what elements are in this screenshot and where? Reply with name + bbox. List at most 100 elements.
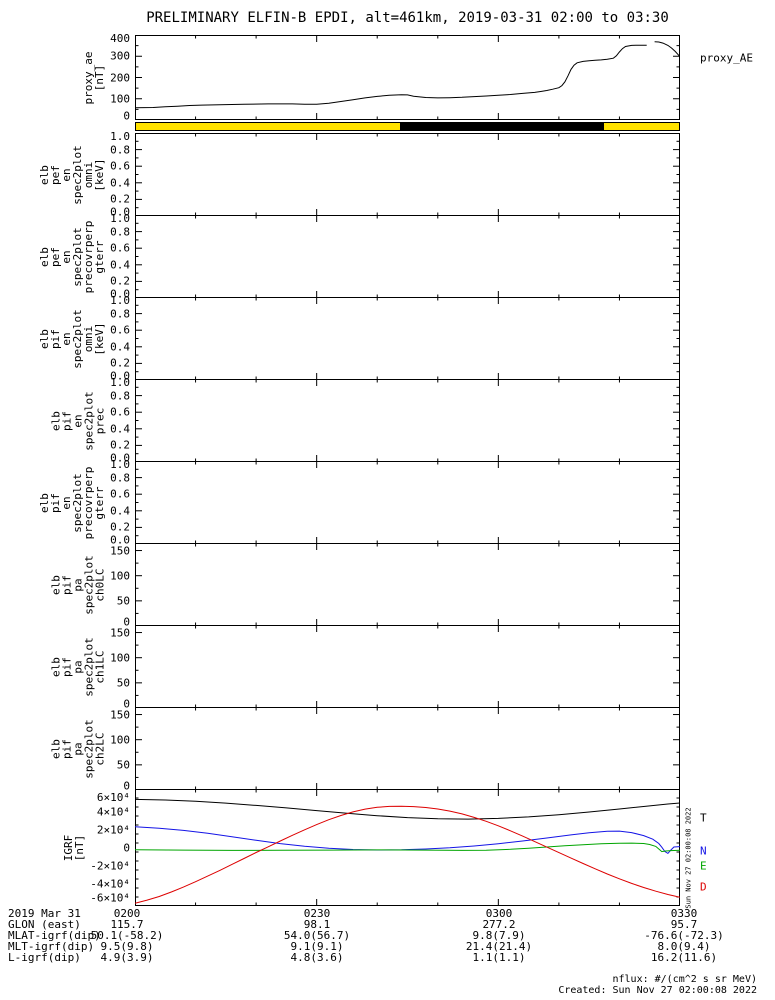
y-tick-label: 0.6 xyxy=(110,405,130,419)
row-value: 0300 xyxy=(485,907,513,920)
y-tick-label: 1.0 xyxy=(110,211,130,225)
y-tick-label: 0.4 xyxy=(110,176,130,190)
y-tick-label: 0.2 xyxy=(110,192,130,206)
trace-label-D: D xyxy=(700,880,707,894)
y-axis-label: IGRF [nT] xyxy=(62,834,87,861)
y-axis-label: elb pif pa spec2plot ch2LC xyxy=(49,718,107,779)
y-tick-label: 50 xyxy=(116,676,130,690)
panel-canvas-proxy-ae xyxy=(135,35,680,120)
panel-elb-pif-pa-ch2LC: elb pif pa spec2plot ch2LC 0 50 100 150 xyxy=(49,707,680,792)
y-tick-label: 0.8 xyxy=(110,307,130,321)
y-tick-label: 400 xyxy=(110,31,130,45)
y-axis-label: elb pif pa spec2plot ch0LC xyxy=(49,554,107,615)
y-tick-label: 0.2 xyxy=(110,274,130,288)
trace-proxy_AE xyxy=(135,44,647,109)
y-tick-label: 4×10⁴ xyxy=(96,805,130,818)
y-tick-label: 1.0 xyxy=(110,375,130,389)
row-value: 8.0(9.4) xyxy=(657,940,711,953)
trace-E xyxy=(135,842,680,853)
y-tick-label: 0 xyxy=(123,109,130,123)
y-tick-label: 200 xyxy=(110,71,130,84)
row-value: 21.4(21.4) xyxy=(465,940,533,953)
row-label: GLON (east) xyxy=(8,918,81,931)
y-tick-label: 0.8 xyxy=(110,225,130,239)
y-axis-label: elb pif en spec2plot prec xyxy=(49,390,107,451)
science-zone-bar xyxy=(135,122,680,131)
row-value: 9.1(9.1) xyxy=(290,940,344,953)
page-title: PRELIMINARY ELFIN-B EPDI, alt=461km, 201… xyxy=(146,10,669,26)
panel-elb-pif-en-omni: elb pif en spec2plot omni [keV] 0.0 0.2 0.… xyxy=(38,295,680,382)
trace-proxy_AE xyxy=(654,41,680,58)
y-tick-label: 100 xyxy=(110,92,130,106)
trace-D xyxy=(135,805,680,904)
panel-elb-pef-en-omni: elb pef en spec2plot omni [keV] 0.0 0.2 0.… xyxy=(38,131,680,218)
panel-canvas xyxy=(135,625,680,708)
y-axis-label: elb pef en spec2plot omni [keV] xyxy=(38,144,107,205)
y-tick-label: 0.2 xyxy=(110,438,130,452)
y-tick-label: 0.0 xyxy=(110,287,130,301)
row-value: 0230 xyxy=(303,907,331,920)
y-tick-label: 0.6 xyxy=(110,241,130,255)
y-tick-label: 0.2 xyxy=(110,520,130,534)
y-tick-label: 1.0 xyxy=(110,457,130,471)
panel-elb-pif-pa-ch1LC: elb pif pa spec2plot ch1LC 0 50 100 150 xyxy=(49,625,680,710)
zone-segment xyxy=(603,123,679,130)
row-value: 50.1(-58.2) xyxy=(90,929,164,942)
y-tick-label: 2×10⁴ xyxy=(96,823,130,836)
row-value: 9.5(9.8) xyxy=(100,940,154,953)
plot-stack: proxy_ae [nT] 0 100 200 300 400 elb pef en s… xyxy=(38,33,680,906)
row-value: -76.6(-72.3) xyxy=(644,929,724,942)
row-value: 1.1(1.1) xyxy=(472,951,526,964)
y-tick-label: 0.0 xyxy=(110,451,130,465)
y-tick-label: 0 xyxy=(123,779,130,793)
y-tick-label: 0.8 xyxy=(110,389,130,403)
trace-label-proxy-ae: proxy_AE xyxy=(700,51,753,65)
row-value: 4.9(3.9) xyxy=(100,951,154,964)
y-tick-label: 150 xyxy=(110,626,130,640)
y-tick-label: 100 xyxy=(110,733,130,747)
row-label: MLAT-igrf(dip) xyxy=(8,929,101,942)
y-axis-label: proxy_ae [nT] xyxy=(82,51,107,104)
y-tick-label: 0.6 xyxy=(110,159,130,173)
panel-canvas xyxy=(135,297,680,380)
y-tick-label: -2×10⁴ xyxy=(90,859,130,872)
row-label: MLT-igrf(dip) xyxy=(8,940,95,953)
y-tick-label: 0.6 xyxy=(110,487,130,501)
panel-elb-pif-pa-ch0LC: elb pif pa spec2plot ch0LC 0 50 100 150 xyxy=(49,543,680,628)
row-label: 2019 Mar 31 xyxy=(8,907,81,920)
y-tick-label: 0.4 xyxy=(110,258,130,272)
trace-N xyxy=(135,826,680,855)
trace-label-E: E xyxy=(700,859,707,873)
y-tick-label: 150 xyxy=(110,544,130,558)
zone-segment xyxy=(399,123,604,130)
panel-elb-pif-en-prec: elb pif en spec2plot prec 0.0 0.2 0.4 0.6 0.… xyxy=(49,377,680,464)
row-value: 4.8(3.6) xyxy=(290,951,344,964)
row-value: 54.0(56.7) xyxy=(283,929,351,942)
y-axis-label: elb pif en spec2plot omni [keV] xyxy=(38,308,107,369)
panel-elb-pif-en-precovrperp-gterr: elb pif en spec2plot precovrperp gterr 0… xyxy=(38,459,680,546)
y-tick-label: 0 xyxy=(123,615,130,629)
y-tick-label: -4×10⁴ xyxy=(90,877,130,890)
panel-canvas xyxy=(135,707,680,790)
y-tick-label: 300 xyxy=(110,49,130,63)
trace-label-T: T xyxy=(700,811,707,825)
y-tick-label: 0.4 xyxy=(110,504,130,518)
panel-elb-pef-en-precovrperp-gterr: elb pef en spec2plot precovrperp gterr 0… xyxy=(38,213,680,300)
y-axis-label: elb pef en spec2plot precovrperp gterr xyxy=(38,220,107,293)
panel-canvas xyxy=(135,543,680,626)
y-tick-label: 0.4 xyxy=(110,340,130,354)
row-value: 277.2 xyxy=(482,918,516,931)
y-tick-label: 50 xyxy=(116,758,130,772)
nflux-units-note: nflux: #/(cm^2 s sr MeV) xyxy=(612,974,758,985)
y-tick-label: 0 xyxy=(123,697,130,711)
y-tick-label: 0.2 xyxy=(110,356,130,370)
row-value: 98.1 xyxy=(303,918,331,931)
y-tick-label: 100 xyxy=(110,651,130,665)
row-value: 16.2(11.6) xyxy=(650,951,718,964)
row-value: 9.8(7.9) xyxy=(472,929,526,942)
row-value: 0200 xyxy=(113,907,141,920)
y-tick-label: 100 xyxy=(110,569,130,583)
y-tick-label: 0.0 xyxy=(110,205,130,219)
panel-proxy-ae: proxy_ae [nT] 0 100 200 300 400 xyxy=(82,33,680,122)
